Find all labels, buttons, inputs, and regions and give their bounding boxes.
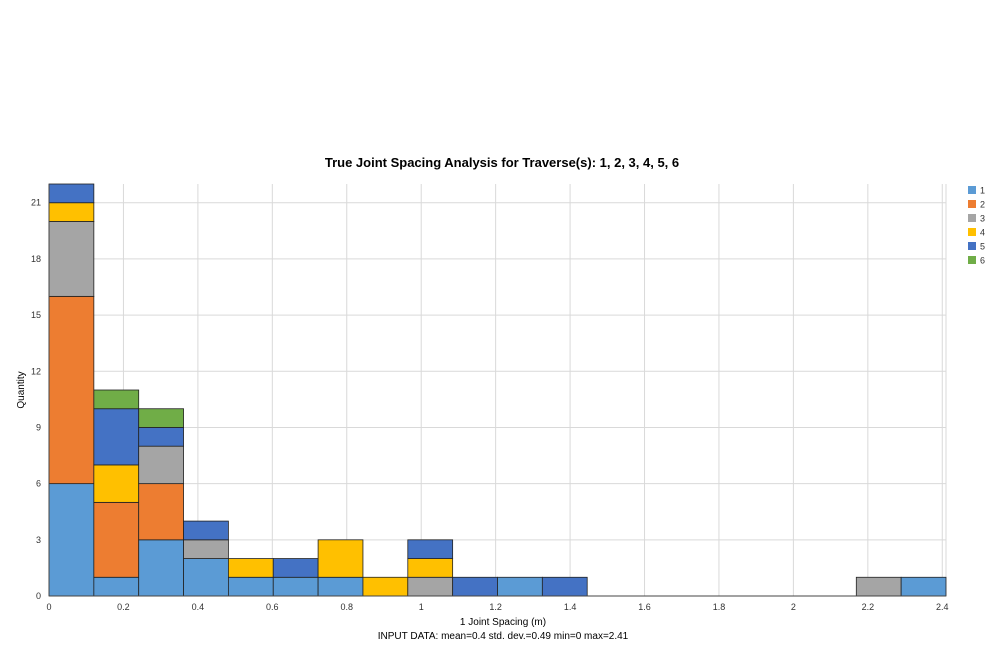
bar-segment-series-6 (93, 389, 140, 410)
bar-segment-series-4 (48, 202, 95, 222)
bar-segment-series-2 (93, 501, 140, 578)
bar-segment-series-5 (183, 520, 229, 541)
legend-label: 1 (980, 186, 985, 196)
legend-item-3[interactable]: 3 (968, 214, 985, 224)
bar-segment-series-1 (93, 576, 140, 597)
y-axis-label: Quantity (16, 371, 27, 408)
legend-item-5[interactable]: 5 (968, 242, 985, 252)
legend-swatch (968, 242, 976, 250)
bar-segment-series-5 (272, 558, 319, 578)
bar-segment-series-5 (48, 183, 95, 204)
x-tick-label: 2 (791, 602, 796, 612)
bar-segment-series-1 (48, 483, 95, 597)
bar-group (48, 183, 947, 597)
bar-segment-series-1 (272, 576, 319, 597)
y-tick-label: 3 (36, 535, 41, 545)
legend-label: 6 (980, 256, 985, 266)
legend-swatch (968, 228, 976, 236)
legend-item-4[interactable]: 4 (968, 228, 985, 238)
bar-segment-series-4 (317, 539, 364, 578)
x-tick-labels: 0 0.2 0.4 0.6 0.8 1 1.2 1.4 1.6 1.8 2 2.2 2.4 (46, 602, 948, 612)
bar-segment-series-2 (138, 483, 184, 541)
bar-segment-series-3 (407, 576, 454, 597)
x-tick-label: 0.6 (266, 602, 279, 612)
bar-segment-series-6 (138, 408, 184, 428)
bar-segment-series-1 (497, 576, 543, 597)
bar-segment-series-4 (407, 558, 454, 578)
bar-segment-series-4 (93, 464, 140, 503)
y-tick-label: 9 (36, 422, 41, 432)
axes (48, 184, 946, 597)
legend-label: 4 (980, 228, 985, 238)
y-tick-label: 6 (36, 479, 41, 489)
grid-lines (49, 184, 947, 596)
legend-item-2[interactable]: 2 (968, 200, 985, 210)
x-tick-label: 0.4 (192, 602, 205, 612)
bar-segment-series-5 (452, 576, 498, 597)
x-tick-label: 1.6 (638, 602, 651, 612)
chart-title: True Joint Spacing Analysis for Traverse… (325, 155, 679, 170)
bar-segment-series-4 (227, 558, 274, 578)
bar-segment-series-1 (138, 539, 184, 597)
legend-label: 3 (980, 214, 985, 224)
bar-segment-series-5 (138, 427, 184, 447)
y-tick-label: 12 (31, 366, 41, 376)
bar-segment-series-5 (541, 576, 588, 597)
input-data-footnote: INPUT DATA: mean=0.4 std. dev.=0.49 min=… (378, 631, 629, 642)
y-tick-label: 0 (36, 591, 41, 601)
y-tick-label: 21 (31, 198, 41, 208)
y-tick-labels: 0 3 6 9 12 15 18 21 (31, 198, 41, 601)
legend-item-6[interactable]: 6 (968, 256, 985, 266)
legend-swatch (968, 200, 976, 208)
x-tick-label: 0 (46, 602, 51, 612)
x-tick-label: 2.4 (936, 602, 949, 612)
bar-segment-series-2 (48, 295, 95, 485)
x-tick-label: 1.4 (564, 602, 577, 612)
legend-label: 5 (980, 242, 985, 252)
y-tick-label: 18 (31, 254, 41, 264)
bar-segment-series-3 (855, 576, 902, 597)
legend-swatch (968, 256, 976, 264)
x-tick-label: 0.2 (117, 602, 130, 612)
x-tick-label: 0.8 (341, 602, 354, 612)
legend-swatch (968, 186, 976, 194)
x-axis-label: 1 Joint Spacing (m) (460, 617, 546, 628)
bar-segment-series-1 (227, 576, 274, 597)
legend: 1 2 3 4 5 6 (968, 186, 985, 266)
x-tick-label: 1.8 (713, 602, 726, 612)
bar-segment-series-3 (138, 445, 184, 485)
x-tick-label: 1.2 (489, 602, 502, 612)
bar-segment-series-5 (407, 539, 454, 559)
bar-segment-series-5 (93, 408, 140, 466)
bar-segment-series-3 (48, 221, 95, 297)
bar-segment-series-1 (900, 576, 947, 597)
bar-segment-series-1 (317, 576, 364, 597)
legend-item-1[interactable]: 1 (968, 186, 985, 196)
legend-swatch (968, 214, 976, 222)
legend-label: 2 (980, 200, 985, 210)
y-tick-label: 15 (31, 310, 41, 320)
bar-segment-series-3 (183, 539, 229, 559)
x-tick-label: 2.2 (862, 602, 875, 612)
bar-segment-series-4 (362, 576, 409, 597)
x-tick-label: 1 (419, 602, 424, 612)
bar-segment-series-1 (183, 558, 229, 597)
